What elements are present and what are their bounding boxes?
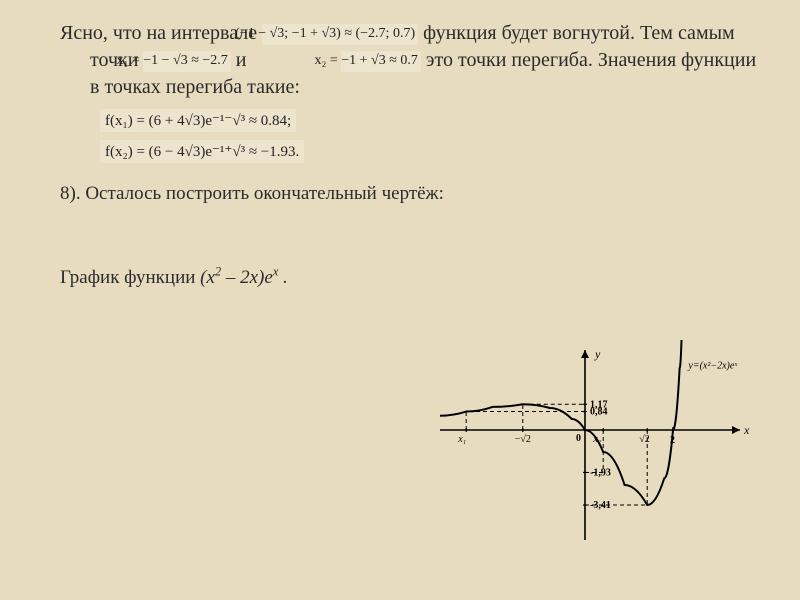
svg-text:y: y [594, 347, 601, 361]
caption-text: – 2x)e [221, 267, 273, 288]
formula-fx1: f(x₁) = (6 + 4√3)e⁻¹⁻√³ ≈ 0.84; [100, 109, 296, 132]
svg-text:-3,41: -3,41 [590, 500, 611, 511]
svg-text:0: 0 [576, 433, 581, 444]
formula-interval: (−1 − √3; −1 + √3) ≈ (−2.7; 0.7) [262, 24, 418, 45]
paragraph-2: 8). Осталось построить окончательный чер… [60, 181, 770, 207]
svg-text:-1,93: -1,93 [590, 467, 611, 478]
caption-text: . [278, 267, 288, 288]
svg-text:−√2: −√2 [515, 434, 531, 445]
paragraph-1: Ясно, что на интервале (−1 − √3; −1 + √3… [60, 20, 770, 101]
graph-caption: График функции (x2 – 2x)ex . [60, 267, 770, 289]
svg-text:y=(x²−2x)eˣ: y=(x²−2x)eˣ [687, 360, 738, 371]
formula-x1: x₁ = −1 − √3 ≈ −2.7 [143, 51, 230, 72]
svg-text:x: x [743, 423, 750, 437]
svg-text:0,84: 0,84 [590, 407, 608, 418]
text-segment: и [236, 49, 247, 71]
caption-text: (x [200, 267, 215, 288]
caption-text: График функции [60, 267, 200, 288]
formula-x2: x₂ = −1 + √3 ≈ 0.7 [341, 51, 420, 72]
text-segment: Ясно, что на интервале [60, 22, 262, 44]
svg-text:x₁: x₁ [457, 434, 466, 445]
formula-fx2: f(x₂) = (6 − 4√3)e⁻¹⁺√³ ≈ −1.93. [100, 140, 304, 163]
svg-text:√2: √2 [639, 434, 650, 445]
function-graph: yx02x₁−√2x₂√21,170,84-1,93-3,41y=(x²−2x)… [440, 340, 760, 560]
graph-svg: yx02x₁−√2x₂√21,170,84-1,93-3,41y=(x²−2x)… [440, 340, 760, 560]
